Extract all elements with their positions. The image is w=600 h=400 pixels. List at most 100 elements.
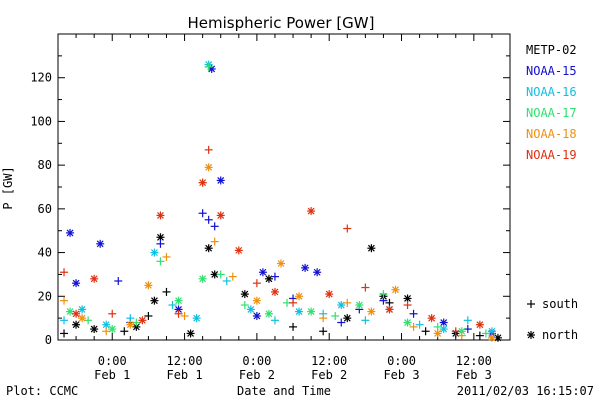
data-point xyxy=(433,329,442,338)
data-point xyxy=(186,329,195,338)
legend-entry: NOAA-16 xyxy=(526,85,577,99)
data-point xyxy=(192,314,201,323)
x-tick-date: Feb 2 xyxy=(239,368,275,382)
x-tick-date: Feb 2 xyxy=(311,368,347,382)
data-point xyxy=(162,252,171,261)
data-point xyxy=(240,301,249,310)
marker-legend-label: south xyxy=(542,297,578,311)
data-point xyxy=(403,301,412,310)
marker-legend-label: north xyxy=(542,328,578,342)
data-point xyxy=(451,327,460,336)
data-point xyxy=(144,281,153,290)
data-point xyxy=(361,316,370,325)
data-point xyxy=(216,176,225,185)
legend-entry: METP-02 xyxy=(526,43,577,57)
data-point xyxy=(409,309,418,318)
legend-entry: NOAA-15 xyxy=(526,64,577,78)
y-tick-label: 20 xyxy=(38,289,52,303)
footer-timestamp: 2011/02/03 16:15:07 xyxy=(457,384,594,398)
data-point xyxy=(337,301,346,310)
data-point xyxy=(355,301,364,310)
data-point xyxy=(457,331,466,340)
data-point xyxy=(204,215,213,224)
data-point xyxy=(463,316,472,325)
plot-frame xyxy=(57,33,511,341)
data-point xyxy=(307,207,316,216)
data-point xyxy=(252,279,261,288)
legend: METP-02 NOAA-15 NOAA-16 NOAA-17 NOAA-18 NOAA-… xyxy=(526,43,577,162)
chart-title: Hemispheric Power [GW] xyxy=(188,14,375,32)
data-point xyxy=(108,325,117,334)
data-point xyxy=(331,311,340,320)
data-point xyxy=(144,311,153,320)
data-point xyxy=(270,287,279,296)
data-point xyxy=(421,327,430,336)
data-point xyxy=(204,163,213,172)
y-axis: 0 20 40 60 80 100 120 xyxy=(30,33,510,347)
data-point xyxy=(325,290,334,299)
data-point xyxy=(385,305,394,314)
data-point xyxy=(252,296,261,305)
data-point xyxy=(343,298,352,307)
data-point xyxy=(204,244,213,253)
data-point xyxy=(427,314,436,323)
data-point xyxy=(174,309,183,318)
data-point xyxy=(90,325,99,334)
data-point xyxy=(403,318,412,327)
data-point xyxy=(174,305,183,314)
data-point xyxy=(307,307,316,316)
data-point xyxy=(204,145,213,154)
data-point xyxy=(240,290,249,299)
data-point xyxy=(301,263,310,272)
data-point xyxy=(295,307,304,316)
x-tick-time: 0:00 xyxy=(242,354,271,368)
x-axis-label: Date and Time xyxy=(237,384,331,398)
y-tick-label: 40 xyxy=(38,246,52,260)
plus-marker-icon xyxy=(527,300,535,308)
data-point xyxy=(234,246,243,255)
data-point xyxy=(228,272,237,281)
star-marker-icon xyxy=(527,331,535,339)
data-point xyxy=(463,325,472,334)
data-point xyxy=(72,309,81,318)
data-point xyxy=(102,327,111,336)
data-point xyxy=(132,318,141,327)
data-point xyxy=(319,327,328,336)
data-point xyxy=(66,307,75,316)
data-point xyxy=(319,314,328,323)
data-point xyxy=(391,285,400,294)
data-points xyxy=(60,60,502,342)
data-point xyxy=(487,327,496,336)
y-tick-label: 60 xyxy=(38,202,52,216)
data-point xyxy=(216,270,225,279)
data-point xyxy=(60,329,69,338)
data-point xyxy=(78,314,87,323)
data-point xyxy=(90,274,99,283)
y-tick-label: 80 xyxy=(38,158,52,172)
data-point xyxy=(150,296,159,305)
data-point xyxy=(120,327,129,336)
x-tick-time: 12:00 xyxy=(311,354,347,368)
data-point xyxy=(367,244,376,253)
data-point xyxy=(379,290,388,299)
marker-legend: south north xyxy=(527,297,578,342)
data-point xyxy=(210,237,219,246)
data-point xyxy=(270,316,279,325)
legend-entry: NOAA-19 xyxy=(526,148,577,162)
data-point xyxy=(295,292,304,301)
x-tick-date: Feb 3 xyxy=(456,368,492,382)
x-tick-time: 0:00 xyxy=(387,354,416,368)
data-point xyxy=(343,224,352,233)
x-tick-time: 12:00 xyxy=(456,354,492,368)
data-point xyxy=(60,316,69,325)
data-point xyxy=(264,274,273,283)
data-point xyxy=(162,287,171,296)
data-point xyxy=(66,228,75,237)
data-point xyxy=(289,298,298,307)
data-point xyxy=(276,259,285,268)
data-point xyxy=(439,325,448,334)
legend-entry: NOAA-18 xyxy=(526,127,577,141)
y-tick-label: 100 xyxy=(30,114,52,128)
